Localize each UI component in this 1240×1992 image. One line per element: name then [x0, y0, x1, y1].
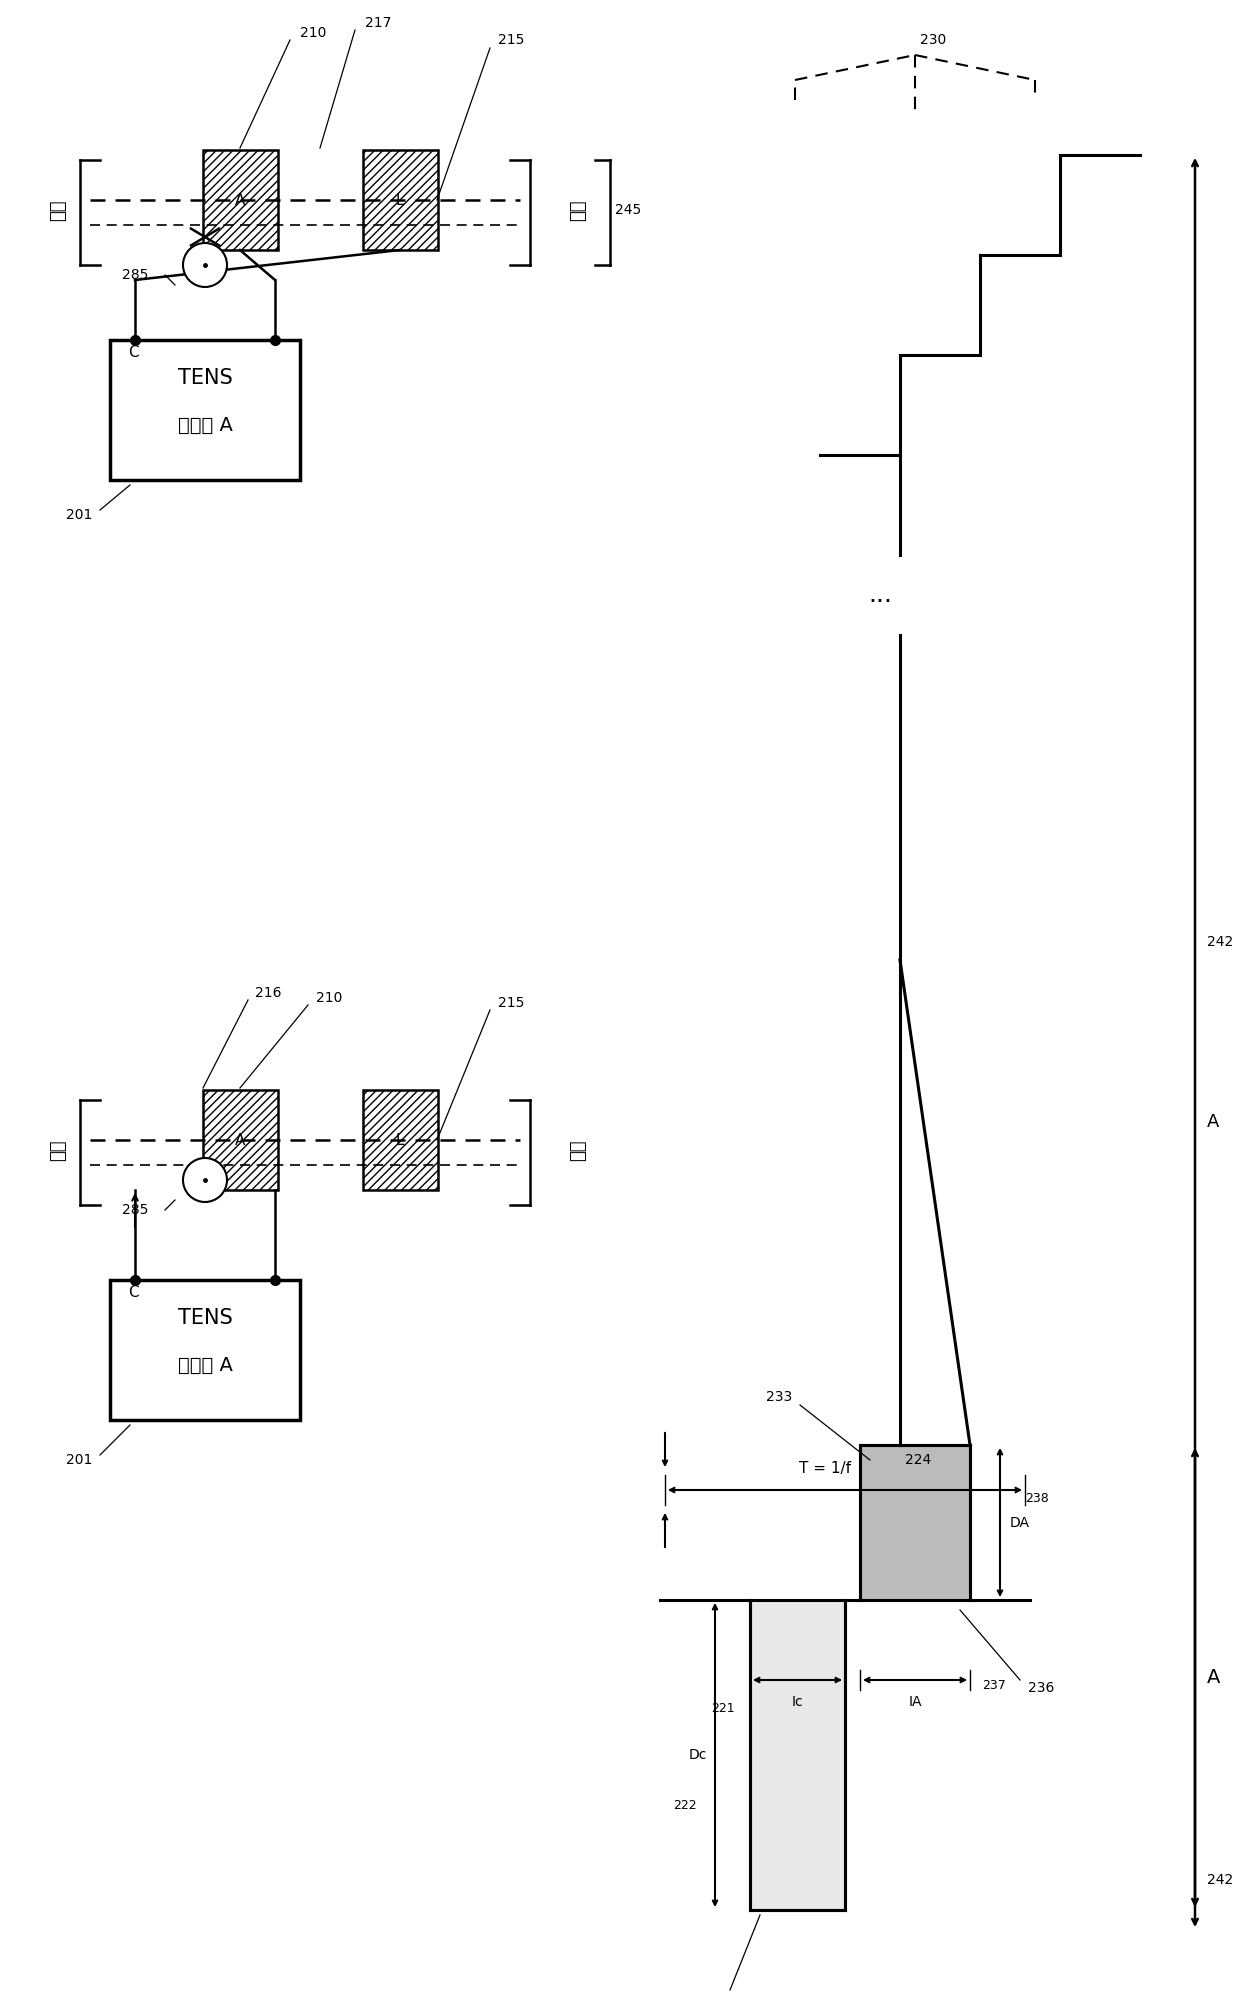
Text: 236: 236 — [1028, 1681, 1054, 1695]
Bar — [110, 341, 300, 480]
Text: TENS: TENS — [177, 369, 232, 388]
Bar — [203, 149, 278, 251]
Circle shape — [184, 243, 227, 287]
Text: T = 1/f: T = 1/f — [799, 1460, 851, 1476]
Text: 245: 245 — [615, 203, 641, 217]
Text: C: C — [128, 345, 139, 359]
Text: C: C — [128, 1285, 139, 1299]
Text: 233: 233 — [766, 1390, 792, 1404]
Text: 238: 238 — [1025, 1492, 1049, 1504]
Text: A: A — [1207, 1114, 1219, 1131]
Text: 201: 201 — [66, 508, 92, 522]
Text: 远端: 远端 — [569, 1139, 587, 1161]
Text: 215: 215 — [498, 996, 525, 1010]
Text: TENS: TENS — [177, 1309, 232, 1329]
Text: 242: 242 — [1207, 1872, 1234, 1886]
Text: IA: IA — [908, 1695, 921, 1709]
Text: 刺激器 A: 刺激器 A — [177, 1355, 232, 1374]
Bar — [110, 1281, 300, 1420]
Text: 216: 216 — [255, 986, 281, 1000]
Text: 210: 210 — [300, 26, 326, 40]
Text: 230: 230 — [920, 34, 946, 48]
Text: 201: 201 — [66, 1452, 92, 1466]
Text: DA: DA — [1011, 1516, 1030, 1530]
Text: ...: ... — [868, 584, 892, 608]
Circle shape — [184, 1157, 227, 1201]
Text: 285: 285 — [122, 1203, 148, 1217]
Bar — [750, 1600, 844, 1910]
Text: 210: 210 — [316, 990, 342, 1006]
Bar — [363, 1090, 438, 1189]
Text: 221: 221 — [712, 1701, 735, 1715]
Text: 刺激器 A: 刺激器 A — [177, 416, 232, 434]
Text: 242: 242 — [1207, 934, 1234, 948]
Text: L: L — [396, 193, 404, 207]
Text: 222: 222 — [673, 1799, 697, 1811]
Text: 近端: 近端 — [50, 199, 67, 221]
Text: 远端: 远端 — [569, 199, 587, 221]
Bar — [861, 1444, 970, 1600]
Text: A: A — [1207, 1667, 1220, 1687]
Text: 237: 237 — [982, 1679, 1006, 1691]
Text: A: A — [234, 193, 246, 207]
Text: A: A — [234, 1133, 246, 1147]
Text: 224: 224 — [905, 1452, 931, 1466]
Bar — [363, 149, 438, 251]
Text: 217: 217 — [365, 16, 392, 30]
Text: Ic: Ic — [791, 1695, 802, 1709]
Text: 215: 215 — [498, 34, 525, 48]
Bar — [203, 1090, 278, 1189]
Text: 285: 285 — [122, 269, 148, 283]
Text: Dc: Dc — [688, 1749, 707, 1763]
Text: L: L — [396, 1133, 404, 1147]
Text: 近端: 近端 — [50, 1139, 67, 1161]
